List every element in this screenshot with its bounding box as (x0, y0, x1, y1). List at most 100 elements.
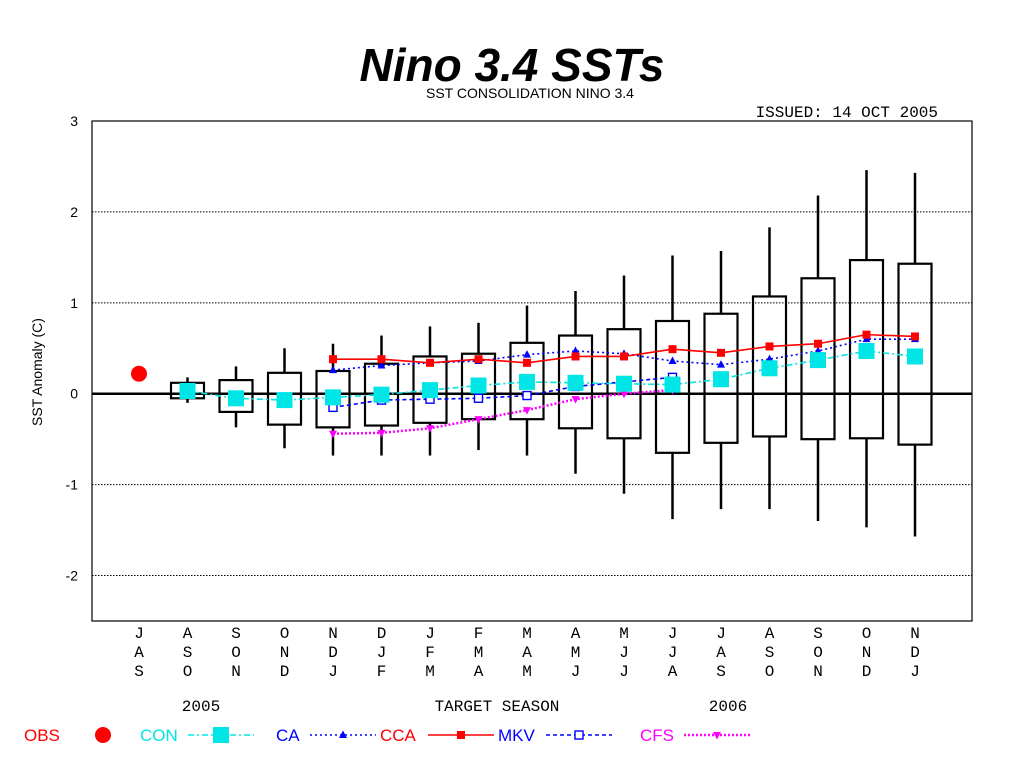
series-point-ca (377, 361, 386, 369)
season-label: J (571, 663, 581, 681)
season-label: N (328, 625, 338, 643)
issued-label: ISSUED: 14 OCT 2005 (756, 104, 938, 122)
season-label: N (813, 663, 823, 681)
series-point-cca (523, 358, 531, 367)
season-label: M (522, 663, 532, 681)
season-label: O (280, 625, 290, 643)
season-label: D (280, 663, 290, 681)
season-label: M (425, 663, 435, 681)
legend-label-mkv: MKV (498, 726, 536, 745)
series-point-con (810, 352, 826, 369)
season-label: M (474, 644, 484, 662)
legend-label-cfs: CFS (640, 726, 674, 745)
series-point-con (325, 389, 341, 406)
season-label: S (134, 663, 144, 681)
series-point-con (567, 374, 584, 391)
season-label: J (716, 625, 726, 643)
y-tick-label: 1 (70, 295, 78, 311)
chart-title: SST CONSOLIDATION NINO 3.4 (426, 85, 634, 101)
season-label: O (231, 644, 241, 662)
season-label: M (571, 644, 581, 662)
series-point-ca (571, 346, 580, 354)
box (557, 334, 594, 430)
series-point-cca (668, 345, 677, 354)
season-label: M (522, 625, 532, 643)
season-label: D (328, 644, 338, 662)
season-label: O (813, 644, 823, 662)
series-point-cfs (523, 407, 531, 415)
season-label: F (474, 625, 484, 643)
season-label: A (716, 644, 726, 662)
x-axis-label: TARGET SEASON (435, 698, 560, 716)
series-point-cca (329, 355, 337, 364)
legend-label-cca: CCA (380, 726, 417, 745)
y-tick-label: 2 (70, 204, 78, 220)
season-label: S (813, 625, 823, 643)
box (800, 277, 836, 441)
box (509, 341, 545, 421)
season-label: J (328, 663, 338, 681)
season-label: A (134, 644, 144, 662)
slide-title: Nino 3.4 SSTs (359, 39, 665, 91)
series-point-con (907, 348, 923, 365)
series-point-mkv (473, 393, 484, 403)
box (412, 355, 448, 424)
box (751, 295, 788, 438)
season-label: N (910, 625, 920, 643)
season-label: M (619, 625, 629, 643)
series-line-mkv (332, 376, 673, 409)
y-tick-label: 3 (70, 113, 78, 129)
season-label: J (668, 644, 678, 662)
series-point-cfs (474, 416, 483, 424)
series-point-ca (329, 365, 337, 374)
plot-frame (91, 120, 973, 622)
season-label: J (134, 625, 144, 643)
series-point-con (713, 371, 729, 388)
series-point-mkv (522, 390, 532, 401)
season-label: A (571, 625, 581, 643)
series-line-con (187, 350, 916, 401)
legend-label-con: CON (140, 726, 178, 745)
box (703, 312, 739, 444)
series-point-con (664, 376, 681, 393)
series-point-cfs (377, 429, 386, 438)
series-point-con (470, 377, 487, 394)
season-label: S (231, 625, 241, 643)
season-label: A (668, 663, 678, 681)
series-point-cca (426, 358, 434, 367)
season-label: A (765, 625, 775, 643)
series-point-con (228, 390, 244, 407)
season-label: F (425, 644, 435, 662)
season-label: F (377, 663, 387, 681)
season-label: D (377, 625, 387, 643)
y-axis-label: SST Anomaly (C) (29, 318, 45, 426)
season-label: N (862, 644, 872, 662)
y-tick-label: -1 (66, 477, 79, 493)
series-line-cfs (332, 388, 673, 435)
legend-label-ca: CA (276, 726, 300, 745)
season-label: D (910, 644, 920, 662)
season-label: S (765, 644, 775, 662)
series-point-con (179, 383, 196, 399)
season-label: A (522, 644, 532, 662)
series-point-cca (620, 352, 628, 361)
series-point-cca (717, 348, 725, 357)
season-label: J (425, 625, 435, 643)
season-label: J (910, 663, 920, 681)
season-label: J (377, 644, 387, 662)
box (848, 258, 885, 440)
series-point-con (519, 373, 535, 390)
series-point-cfs (620, 390, 628, 399)
season-label: J (619, 663, 629, 681)
box (654, 319, 691, 454)
series-point-cca (911, 332, 919, 341)
year-label-2005: 2005 (182, 698, 220, 716)
legend-marker-con (213, 727, 229, 743)
season-label: O (183, 663, 193, 681)
series-point-con (422, 382, 438, 399)
season-label: J (619, 644, 629, 662)
season-label: A (183, 625, 193, 643)
season-label: O (862, 625, 872, 643)
season-label: D (862, 663, 872, 681)
